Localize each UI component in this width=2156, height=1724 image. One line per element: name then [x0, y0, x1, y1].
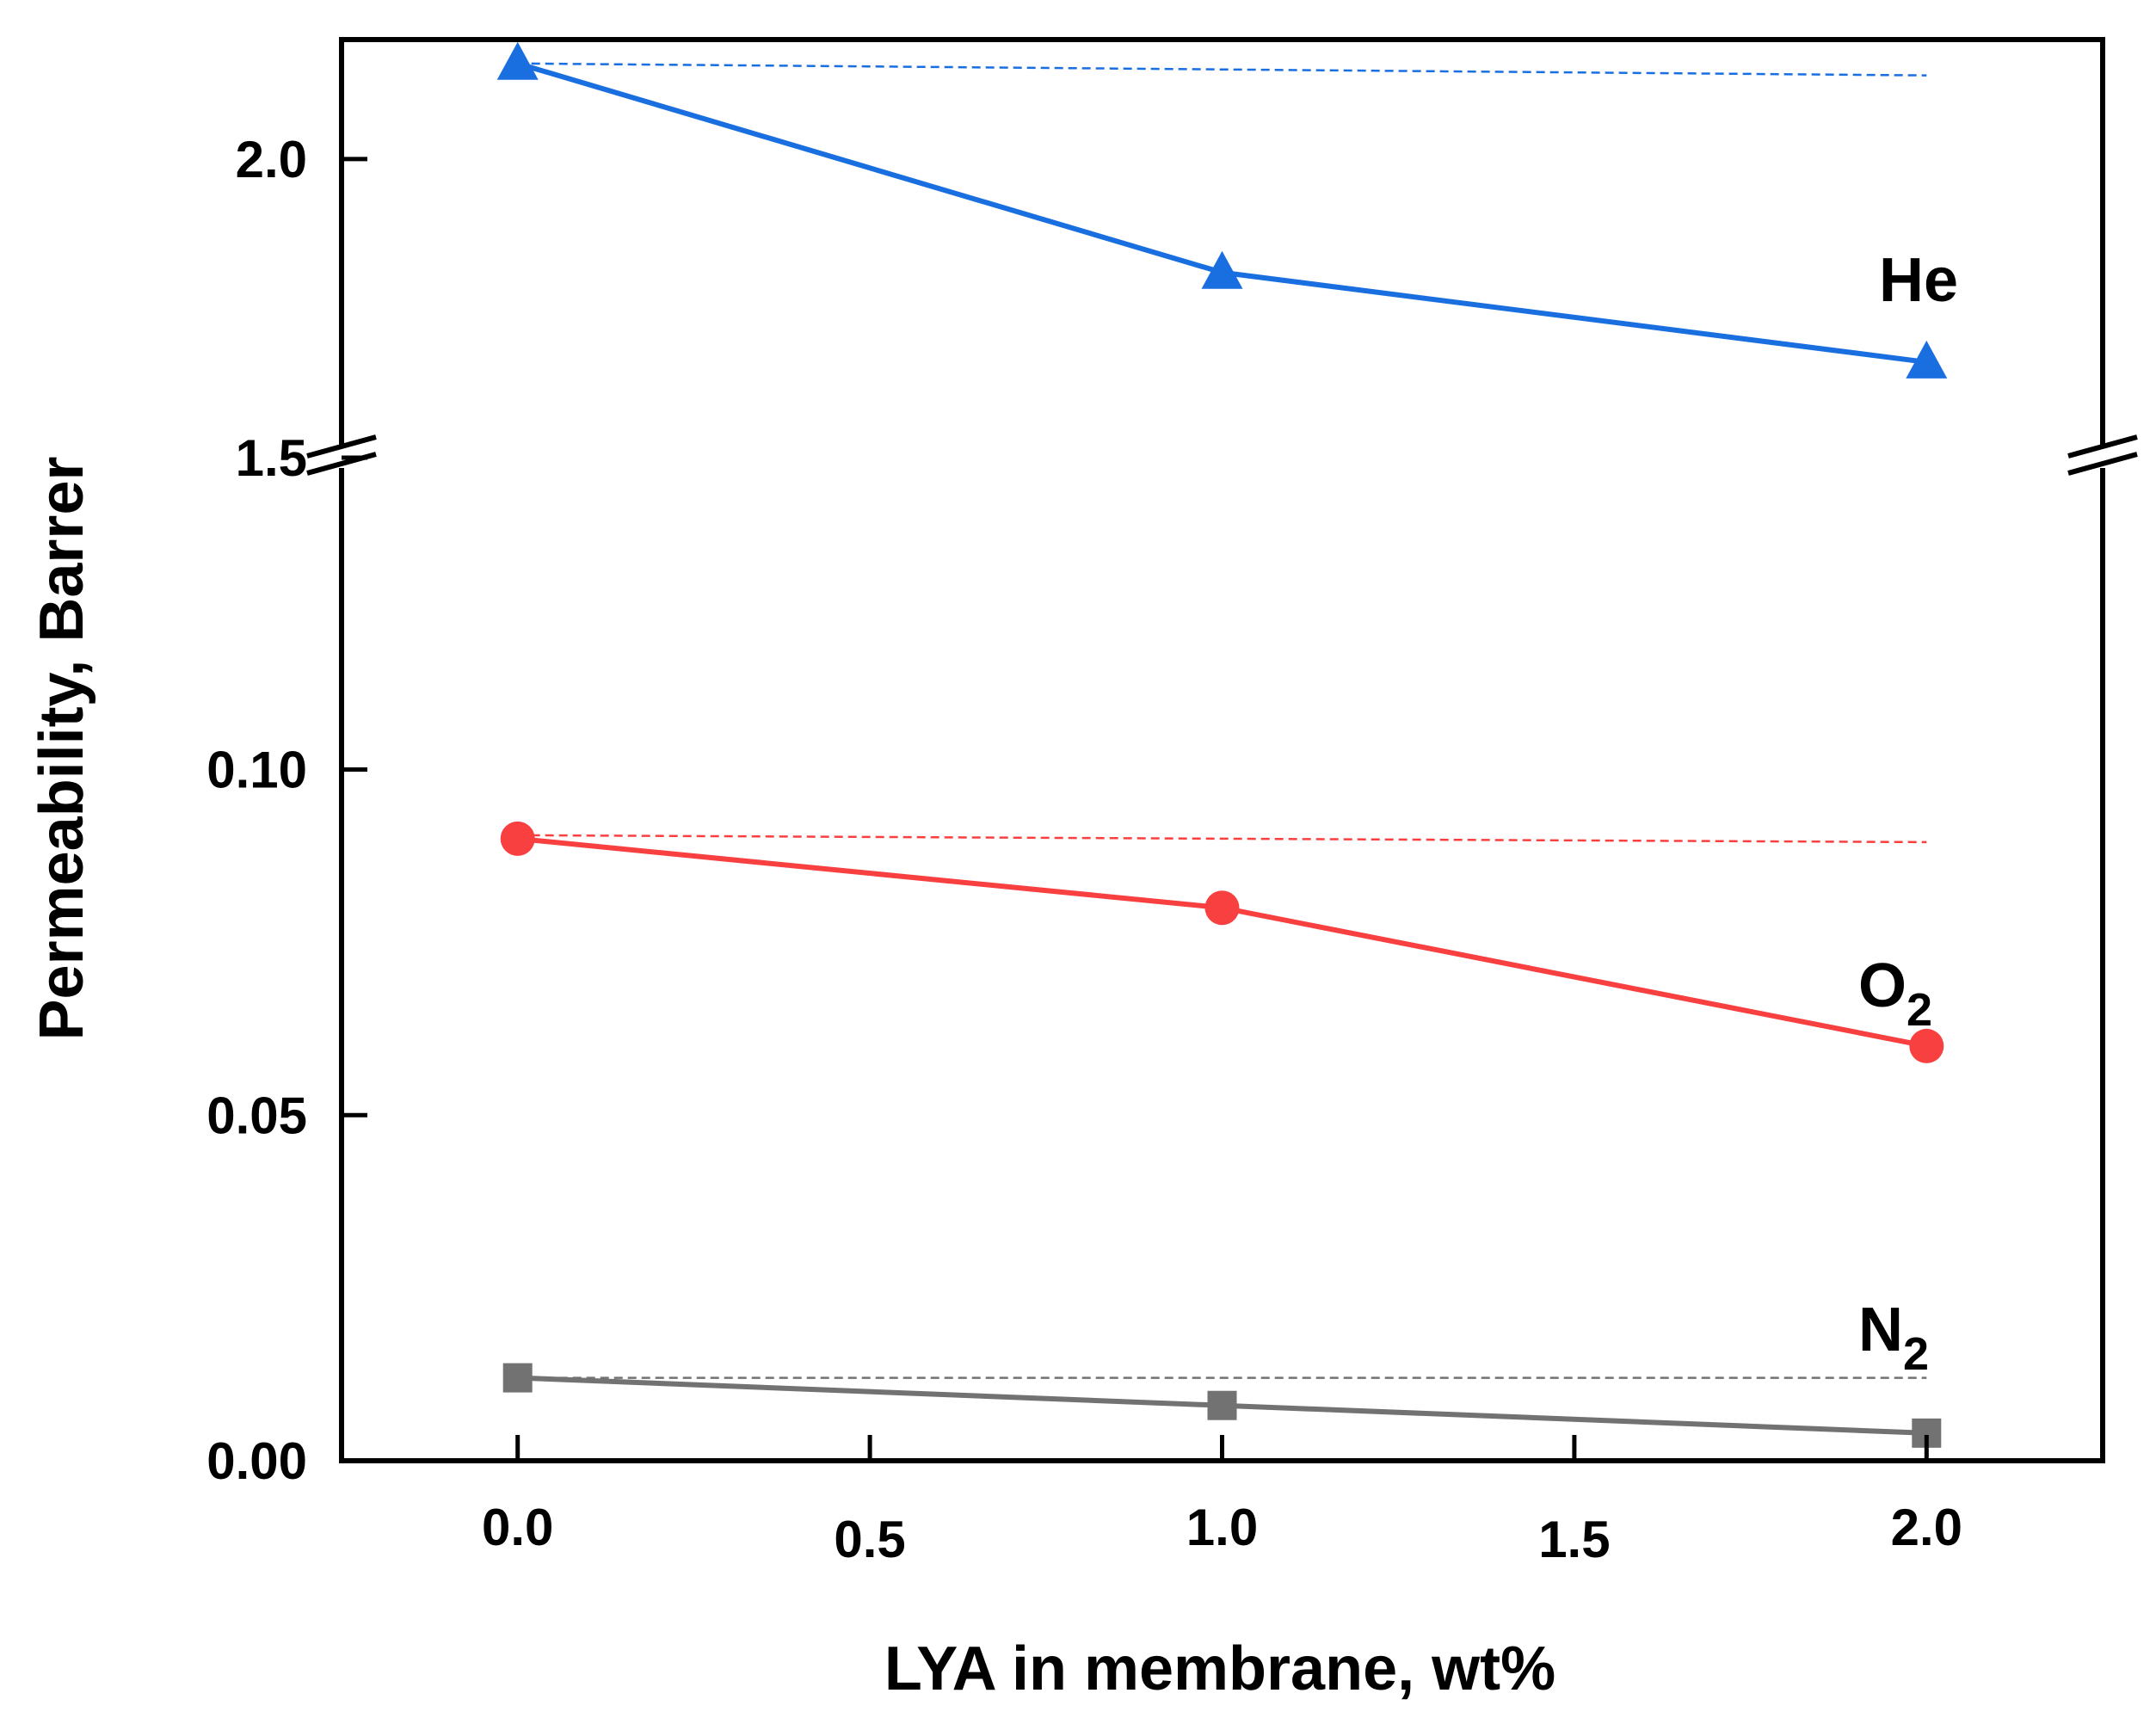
data-point-o2: [500, 821, 535, 856]
data-point-he: [1201, 250, 1243, 289]
data-point-o2: [1204, 890, 1240, 926]
series-line-he: [516, 60, 1927, 365]
data-point-he: [496, 41, 539, 80]
y-tick-label: 0.10: [206, 742, 307, 799]
series-label-n2: N2: [1858, 1296, 1929, 1380]
data-markers: [496, 41, 1948, 1448]
x-tick-label: 1.0: [1186, 1499, 1258, 1556]
y-tick-label: 0.00: [206, 1432, 307, 1490]
series-labels: He O2 N2: [1858, 246, 1958, 1380]
series-label-subscript: 2: [1907, 984, 1932, 1036]
reference-lines: [517, 62, 1927, 1379]
y-axis-title: Permeability, Barrer: [28, 456, 96, 1040]
series-label-subscript: 2: [1903, 1328, 1929, 1380]
axis-break-marks: [306, 434, 2138, 476]
y-tick-label: 0.05: [206, 1087, 307, 1144]
series-label-o2: O2: [1858, 951, 1932, 1036]
reference-line-he: [517, 62, 1927, 77]
reference-line-o2: [517, 834, 1927, 844]
x-tick-label: 0.0: [482, 1499, 553, 1556]
x-axis-title: LYA in membrane, wt%: [884, 1635, 1555, 1703]
series-line-o2: [517, 835, 1927, 1049]
axis-break-mark: [306, 434, 377, 459]
data-point-n2: [1207, 1390, 1237, 1420]
axis-break-mark: [2067, 434, 2138, 459]
x-tick-label: 0.5: [834, 1511, 905, 1568]
x-tick-label: 1.5: [1538, 1511, 1610, 1568]
series-label-he: He: [1879, 246, 1958, 315]
data-point-o2: [1909, 1028, 1944, 1063]
y-axis-ticks: 1.5 2.0 0.00 0.05 0.10: [206, 131, 367, 1490]
y-tick-label: 1.5: [236, 429, 307, 487]
data-point-n2: [502, 1363, 533, 1393]
y-tick-label: 2.0: [236, 131, 307, 188]
x-tick-label: 2.0: [1891, 1499, 1962, 1556]
axis-break-mark: [2067, 452, 2138, 476]
x-axis-ticks: 0.0 0.5 1.0 1.5 2.0: [482, 1435, 1962, 1568]
data-point-he: [1906, 340, 1948, 379]
